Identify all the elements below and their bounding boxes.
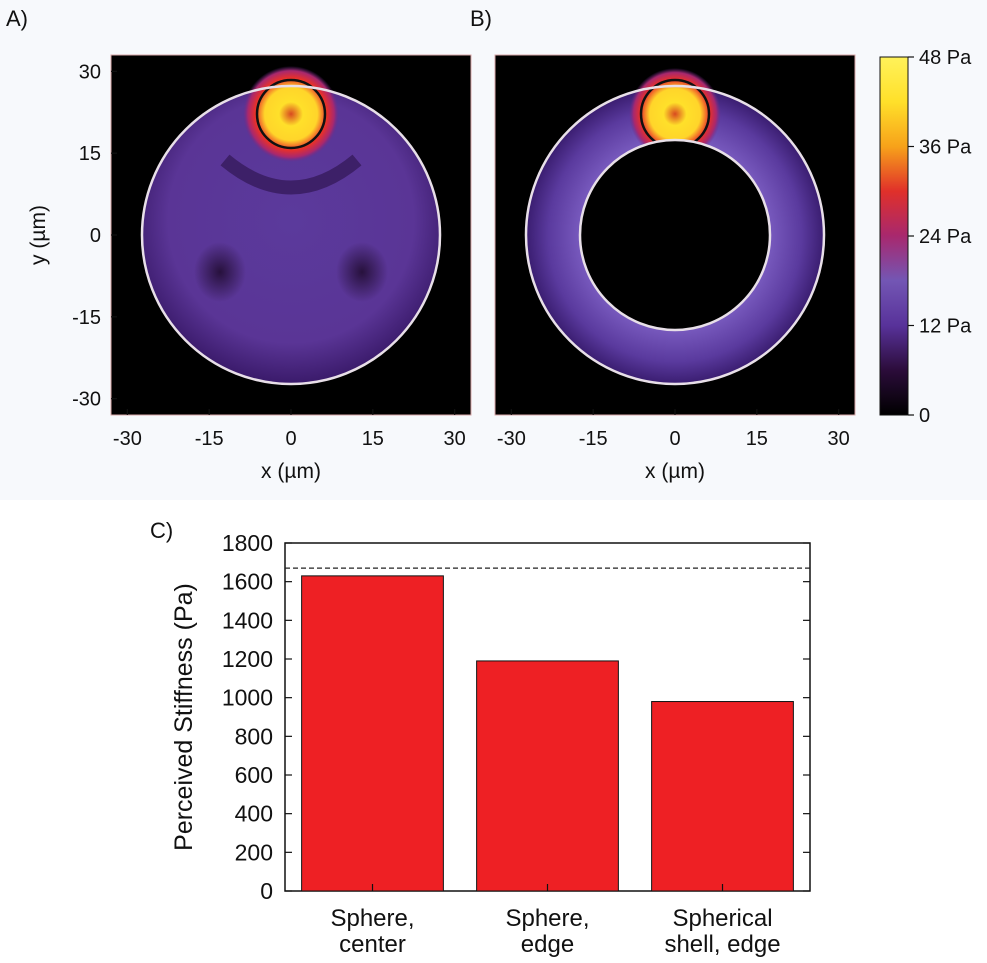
heatmap-b-x-tick-label: 0: [669, 428, 680, 450]
bar-y-tick-label: 0: [260, 878, 273, 904]
heatmap-b-xlabel: x (µm): [645, 460, 705, 483]
heatmap-a-sphere-body: [142, 86, 440, 384]
bar-category-label: center: [339, 931, 406, 958]
bar: [651, 701, 794, 892]
bar-y-tick-label: 600: [235, 762, 273, 788]
panel-label-a: A): [6, 6, 28, 31]
panel-label-c: C): [150, 518, 173, 543]
bar-y-axis: 0 200 400 600 800 1000 1200 1400 1600 1800: [222, 530, 810, 904]
bar-chart: 0 200 400 600 800 1000 1200 1400 1600 1800 Sphere…: [222, 530, 811, 958]
colorbar-tick-label: 12 Pa: [919, 316, 972, 338]
colorbar-tick-label: 48 Pa: [919, 47, 972, 69]
heatmap-a-xlabel: x (µm): [261, 460, 321, 483]
heatmap-a-probe: [255, 78, 327, 150]
heatmap-a-axes: -30 -30 -15 -15 0 0 15 15 30 30: [72, 61, 466, 450]
heatmap-b: [495, 55, 855, 415]
heatmap-a-x-tick-label: 15: [362, 428, 384, 450]
heatmap-a-dark-spot-right: [336, 242, 388, 302]
heatmap-a-ylabel: y (µm): [27, 205, 50, 265]
heatmap-a: [111, 55, 471, 415]
bar-y-tick-label: 1400: [222, 607, 273, 633]
heatmap-a-x-tick-label: 0: [285, 428, 296, 450]
bar-y-tick-label: 1800: [222, 530, 273, 556]
bar-y-tick-label: 800: [235, 723, 273, 749]
heatmap-b-x-tick-label: -30: [497, 428, 526, 450]
heatmap-b-x-tick-label: -15: [579, 428, 608, 450]
heatmap-a-sphere-outline: [140, 84, 442, 386]
heatmap-b-axes: -30 -15 0 15 30: [497, 409, 850, 450]
heatmap-b-inner-hole: [578, 138, 772, 332]
colorbar-tick-label: 24 Pa: [919, 226, 972, 248]
heatmap-a-y-tick-label: -30: [72, 389, 101, 411]
bar-y-tick-label: 400: [235, 801, 273, 827]
bar: [301, 575, 444, 892]
panel-label-b: B): [470, 6, 492, 31]
heatmap-a-dark-spot-left: [194, 242, 246, 302]
colorbar: [879, 56, 909, 416]
heatmap-b-x-tick-label: 15: [746, 428, 768, 450]
bar-category-label: Sphere,: [330, 905, 414, 932]
heatmap-a-x-tick-label: 30: [444, 428, 466, 450]
heatmap-a-x-tick-label: -30: [113, 428, 142, 450]
bar-x-axis: Sphere,centerSphere,edgeSphericalshell, …: [330, 884, 781, 958]
bar-y-tick-label: 1200: [222, 646, 273, 672]
bar-category-label: shell, edge: [664, 931, 780, 958]
heatmap-a-dark-arc: [220, 154, 362, 195]
colorbar-ticks: 0 12 Pa 24 Pa 36 Pa 48 Pa: [908, 47, 972, 427]
bar-chart-ylabel: Perceived Stiffness (Pa): [170, 583, 198, 851]
heatmap-a-y-tick-label: 30: [79, 61, 101, 83]
bar-category-label: Spherical: [672, 905, 772, 932]
heatmap-a-y-tick-label: 0: [90, 225, 101, 247]
bar-y-tick-label: 1600: [222, 569, 273, 595]
heatmap-b-x-tick-label: 30: [828, 428, 850, 450]
bar-y-tick-label: 1000: [222, 685, 273, 711]
heatmap-a-y-tick-label: 15: [79, 143, 101, 165]
colorbar-tick-label: 0: [919, 405, 930, 427]
bar-category-label: Sphere,: [505, 905, 589, 932]
bar-y-tick-label: 200: [235, 839, 273, 865]
bar-category-label: edge: [521, 931, 574, 958]
heatmap-a-x-tick-label: -15: [195, 428, 224, 450]
heatmap-b-shell-outline: [524, 84, 826, 386]
heatmap-a-y-tick-label: -15: [72, 307, 101, 329]
bar: [476, 660, 619, 892]
heatmap-b-hotspot: [629, 68, 721, 160]
colorbar-tick-label: 36 Pa: [919, 137, 972, 159]
bars: [301, 575, 794, 892]
